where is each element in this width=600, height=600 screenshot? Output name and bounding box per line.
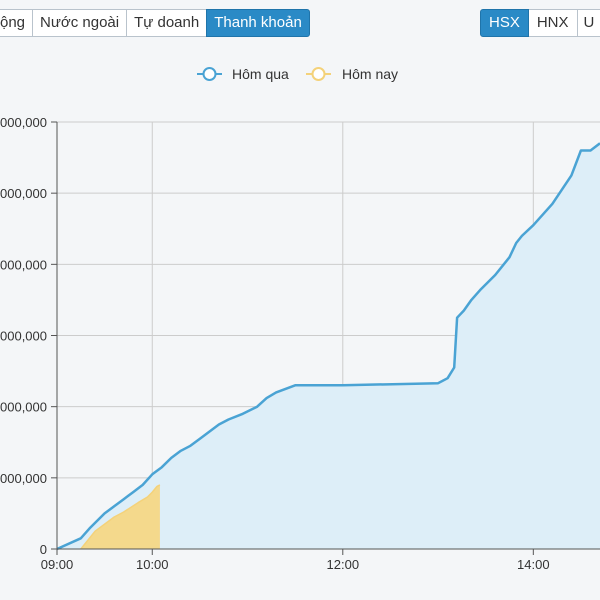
tab-liquidity[interactable]: Thanh khoản [206,9,310,37]
series-line-yesterday [56,142,600,551]
legend-label-today: Hôm nay [342,66,398,82]
tab-proprietary[interactable]: Tự doanh [126,9,208,37]
tab-hsx[interactable]: HSX [480,9,529,37]
series-area-yesterday [57,143,600,550]
y-tick-label: 000,000 [0,115,47,130]
y-tick-label: 000,000 [0,471,47,486]
tab-overview[interactable]: ộng [0,9,34,37]
series-area-today [80,484,160,549]
tab-foreign[interactable]: Nước ngoài [32,9,128,37]
tab-hnx[interactable]: HNX [527,9,578,37]
legend-item-today[interactable]: Hôm nay [306,66,398,82]
series-areas [56,142,600,551]
tab-upcom[interactable]: U [576,9,600,37]
x-tick-label: 10:00 [136,557,169,572]
exchange-tabs: HSX HNX U [480,9,600,37]
legend-marker-today [311,67,326,81]
y-tick-label: 0 [40,542,47,557]
y-tick-label: 000,000 [0,400,47,415]
series-line-today [80,484,161,550]
y-tick-label: 000,000 [0,329,47,344]
legend-marker-yesterday [202,67,217,81]
x-tick-label: 14:00 [517,557,550,572]
y-tick-label: 000,000 [0,257,47,272]
x-tick-label: 12:00 [327,557,360,572]
x-tick-label: 09:00 [41,557,74,572]
legend-label-yesterday: Hôm qua [232,66,289,82]
y-tick-label: 000,000 [0,186,47,201]
legend-item-yesterday[interactable]: Hôm qua [197,66,289,82]
category-tabs: ộng Nước ngoài Tự doanh Thanh khoản [0,9,310,37]
axes: 0 000,000 000,000 000,000 000,000 000,000 000,… [0,115,600,572]
legend: Hôm qua Hôm nay [197,66,398,82]
